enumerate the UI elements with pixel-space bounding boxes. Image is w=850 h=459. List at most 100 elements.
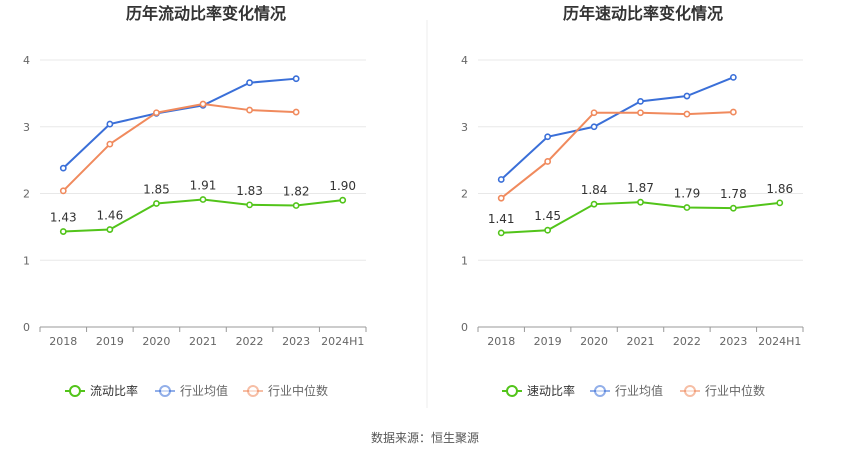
data-point <box>339 196 347 204</box>
x-tick-label: 2020 <box>580 335 608 348</box>
data-point <box>292 202 300 209</box>
data-label: 1.87 <box>627 181 654 195</box>
data-point <box>199 100 207 108</box>
legend-marker-icon <box>594 385 606 397</box>
data-point <box>106 140 114 148</box>
series-line-industry-avg <box>500 76 734 181</box>
y-tick-label: 3 <box>23 121 30 134</box>
legend-item-industry-median[interactable]: 行业中位数 <box>680 383 765 398</box>
data-point <box>199 196 207 203</box>
data-point <box>59 187 67 195</box>
data-point <box>497 176 505 183</box>
legend-label: 行业均值 <box>180 383 228 398</box>
data-point <box>544 226 552 234</box>
data-point <box>153 200 160 207</box>
x-tick-label: 2018 <box>487 335 515 348</box>
y-tick-label: 2 <box>461 188 468 201</box>
legend-item-primary[interactable]: 速动比率 <box>502 383 575 398</box>
x-tick-label: 2023 <box>282 335 310 348</box>
data-point <box>292 75 300 83</box>
legend-label: 行业中位数 <box>705 383 765 398</box>
data-point <box>497 229 505 237</box>
legend-label: 行业中位数 <box>268 383 328 398</box>
data-point <box>246 79 253 87</box>
data-point <box>683 110 691 118</box>
data-label: 1.91 <box>190 179 217 193</box>
legend-marker-icon <box>684 385 696 397</box>
data-point <box>497 194 505 202</box>
data-point <box>729 73 737 81</box>
data-label: 1.78 <box>720 187 747 201</box>
x-tick-label: 2022 <box>673 335 701 348</box>
data-label: 1.45 <box>534 209 561 223</box>
data-point <box>637 198 644 206</box>
y-tick-label: 3 <box>461 121 468 134</box>
data-point <box>729 204 737 212</box>
y-tick-label: 2 <box>23 188 30 201</box>
source-note: 数据来源：恒生聚源 <box>370 431 479 445</box>
data-point <box>153 109 160 117</box>
data-point <box>683 92 691 100</box>
legend-label: 速动比率 <box>527 383 575 398</box>
x-tick-label: 2024H1 <box>758 335 801 348</box>
data-point <box>637 109 644 117</box>
data-label: 1.82 <box>283 185 310 199</box>
y-tick-label: 0 <box>461 321 468 334</box>
data-point <box>729 108 737 116</box>
legend-item-industry-avg[interactable]: 行业均值 <box>590 383 663 398</box>
x-tick-label: 2019 <box>534 335 562 348</box>
legend-item-primary[interactable]: 流动比率 <box>65 383 138 398</box>
legend-item-industry-median[interactable]: 行业中位数 <box>243 383 328 398</box>
x-tick-label: 2023 <box>719 335 747 348</box>
legend-marker-icon <box>506 385 518 397</box>
legend-marker-icon <box>159 385 171 397</box>
legend-item-industry-avg[interactable]: 行业均值 <box>155 383 228 398</box>
x-tick-label: 2024H1 <box>321 335 364 348</box>
x-tick-label: 2020 <box>142 335 170 348</box>
data-point <box>590 109 598 117</box>
data-point <box>590 200 598 208</box>
data-point <box>59 164 67 172</box>
x-tick-label: 2022 <box>236 335 264 348</box>
x-tick-label: 2018 <box>49 335 77 348</box>
data-label: 1.79 <box>674 187 701 201</box>
data-label: 1.41 <box>488 212 515 226</box>
chart-panel-2: 历年速动比率变化情况 0 1 2 3 4 2018 2019 2020 2021 2022 2023 2… <box>461 4 804 398</box>
y-tick-label: 4 <box>23 54 30 67</box>
data-label: 1.90 <box>329 179 356 193</box>
x-tick-label: 2021 <box>627 335 655 348</box>
y-tick-label: 1 <box>23 254 30 267</box>
series-line-industry-median <box>500 111 734 199</box>
legend-marker-icon <box>69 385 81 397</box>
y-tick-label: 1 <box>461 254 468 267</box>
x-tick-label: 2019 <box>96 335 124 348</box>
data-point <box>776 199 784 207</box>
legend-label: 流动比率 <box>90 383 138 398</box>
chart-title: 历年速动比率变化情况 <box>563 4 723 23</box>
data-point <box>246 106 253 114</box>
y-tick-label: 4 <box>461 54 468 67</box>
data-label: 1.46 <box>96 209 123 223</box>
data-point <box>544 158 552 165</box>
data-label: 1.43 <box>50 211 77 225</box>
y-tick-label: 0 <box>23 321 30 334</box>
chart-panel-1: 历年流动比率变化情况 0 1 2 3 4 2018 2019 2020 2021 2022 2023 2… <box>23 4 367 398</box>
x-tick-label: 2021 <box>189 335 217 348</box>
legend-label: 行业均值 <box>615 383 663 398</box>
data-label: 1.83 <box>236 184 263 198</box>
data-point <box>590 123 598 131</box>
data-point <box>544 133 552 141</box>
data-label: 1.85 <box>143 183 170 197</box>
data-point <box>106 226 114 233</box>
series-line-industry-median <box>62 103 297 192</box>
data-point <box>106 120 114 128</box>
legend-marker-icon <box>247 385 259 397</box>
data-label: 1.84 <box>581 183 608 197</box>
data-label: 1.86 <box>766 182 793 196</box>
data-point <box>59 228 67 235</box>
data-point <box>246 201 253 209</box>
data-point <box>683 204 691 211</box>
data-point <box>637 97 644 105</box>
data-point <box>292 108 300 116</box>
